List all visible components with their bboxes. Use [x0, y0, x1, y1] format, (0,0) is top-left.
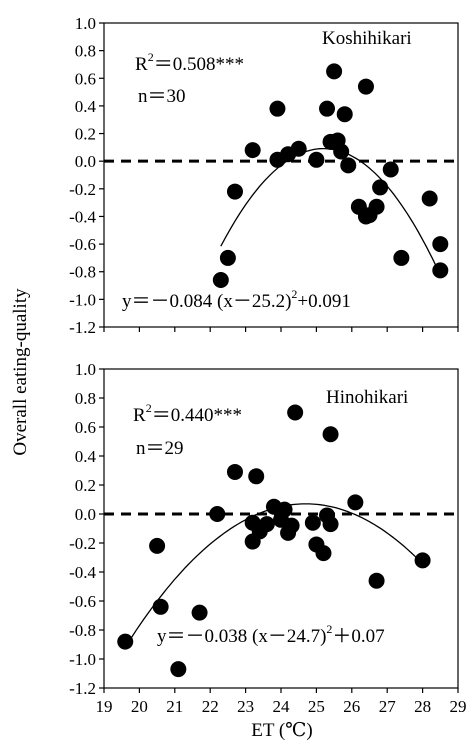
x-axis-title: ET (℃) [251, 720, 313, 741]
x-tick-label: 23 [237, 697, 254, 716]
data-point [421, 190, 438, 207]
y-tick-label: -0.4 [69, 563, 96, 582]
panel-koshihikari: 1.0 0.8 0.6 0.4 0.2 0.0 -0.2 -0.4 -0.6 -0.8 -1.0 -1… [69, 14, 459, 337]
data-point [333, 143, 350, 160]
data-point [368, 198, 385, 215]
data-point [304, 514, 321, 531]
data-point [290, 140, 307, 157]
data-point [244, 142, 261, 159]
data-point [319, 100, 336, 117]
y-tick-label: 0.4 [75, 447, 97, 466]
data-point [382, 161, 399, 178]
data-point [372, 179, 389, 196]
y-tick-label: 0.8 [75, 42, 96, 61]
r-squared-label: R2＝0.508*** [135, 50, 244, 75]
data-point [340, 157, 357, 174]
data-point [326, 63, 343, 80]
y-tick-label: 1.0 [75, 360, 96, 379]
x-tick-label: 19 [96, 697, 113, 716]
data-point [432, 236, 449, 253]
y-tick-label: -0.6 [69, 592, 96, 611]
data-point [357, 78, 374, 95]
y-tick-label: -1.2 [69, 318, 96, 337]
y-tick-label: 0.0 [75, 505, 96, 524]
data-point [368, 572, 385, 589]
data-point [276, 501, 293, 518]
data-point [287, 404, 304, 421]
data-point [308, 151, 325, 168]
data-point [248, 468, 265, 485]
y-tick-label: 1.0 [75, 14, 96, 33]
y-tick-label: -1.0 [69, 650, 96, 669]
r-squared-symbol: R [135, 54, 148, 75]
data-point [226, 183, 243, 200]
data-point [347, 494, 364, 511]
data-point [209, 506, 226, 522]
data-point [269, 100, 286, 117]
data-point [226, 463, 243, 480]
y-tick-label: 0.6 [75, 418, 96, 437]
equation-main: y＝－0.084 (x－25.2) [122, 291, 291, 312]
x-tick-label: 24 [273, 697, 291, 716]
equation-superscript: 2 [291, 287, 297, 301]
equation-tail: ＋0.07 [332, 626, 384, 647]
r-squared-superscript: 2 [148, 50, 154, 64]
x-tick-label: 26 [343, 697, 360, 716]
y-tick-label: -1.0 [69, 290, 96, 309]
r-squared-superscript: 2 [146, 401, 152, 415]
equation-tail: +0.091 [297, 291, 350, 312]
y-tick-label: 0.0 [75, 152, 96, 171]
y-tick-label: -0.4 [69, 207, 96, 226]
y-tick-label: -0.2 [69, 534, 96, 553]
n-label: n＝29 [136, 438, 184, 459]
x-tick-label: 20 [131, 697, 148, 716]
equation-superscript: 2 [326, 622, 332, 636]
data-point [393, 249, 410, 266]
data-point [432, 262, 449, 279]
x-tick-label: 28 [414, 697, 431, 716]
r-squared-symbol: R [133, 405, 146, 426]
data-point [117, 633, 134, 650]
y-tick-label: -0.6 [69, 235, 96, 254]
data-point [322, 516, 339, 533]
cultivar-label: Koshihikari [322, 28, 412, 49]
n-label: n＝30 [138, 86, 186, 107]
y-tick-label: -0.2 [69, 180, 96, 199]
x-tick-label: 21 [166, 697, 183, 716]
y-tick-label: 0.2 [75, 476, 96, 495]
data-point [170, 661, 187, 678]
r-squared-value: ＝0.440*** [152, 405, 242, 426]
y-tick-label: -0.8 [69, 263, 96, 282]
y-tick-label: 0.6 [75, 69, 96, 88]
x-tick-label: 27 [379, 697, 397, 716]
data-point [322, 426, 339, 443]
y-tick-label: -1.2 [69, 679, 96, 698]
y-tick-label: 0.8 [75, 389, 96, 408]
data-point [414, 552, 431, 569]
x-tick-label: 25 [308, 697, 325, 716]
y-tick-label: -0.8 [69, 621, 96, 640]
x-tick-label: 29 [450, 697, 467, 716]
r-squared-label: R2＝0.440*** [133, 401, 242, 426]
y-tick-label: 0.4 [75, 97, 97, 116]
data-point [152, 598, 169, 615]
r-squared-value: ＝0.508*** [154, 54, 244, 75]
data-point [219, 249, 236, 266]
data-point [258, 516, 275, 533]
cultivar-label: Hinohikari [326, 387, 408, 408]
data-point [336, 106, 353, 123]
regression-equation: y＝－0.038 (x－24.7)2＋0.07 [157, 622, 385, 647]
regression-equation: y＝－0.084 (x－25.2)2+0.091 [122, 287, 351, 312]
data-point [212, 272, 229, 289]
y-axis-title: Overall eating-quality [10, 288, 31, 456]
data-point [149, 537, 166, 554]
data-point [191, 604, 208, 621]
data-point [315, 545, 332, 562]
equation-main: y＝－0.038 (x－24.7) [157, 626, 326, 647]
panel-hinohikari: 1.0 0.8 0.6 0.4 0.2 0.0 -0.2 -0.4 -0.6 -0.8 -1.0 -1… [69, 360, 466, 716]
x-tick-label: 22 [202, 697, 219, 716]
y-tick-label: 0.2 [75, 125, 96, 144]
data-point [283, 517, 300, 534]
